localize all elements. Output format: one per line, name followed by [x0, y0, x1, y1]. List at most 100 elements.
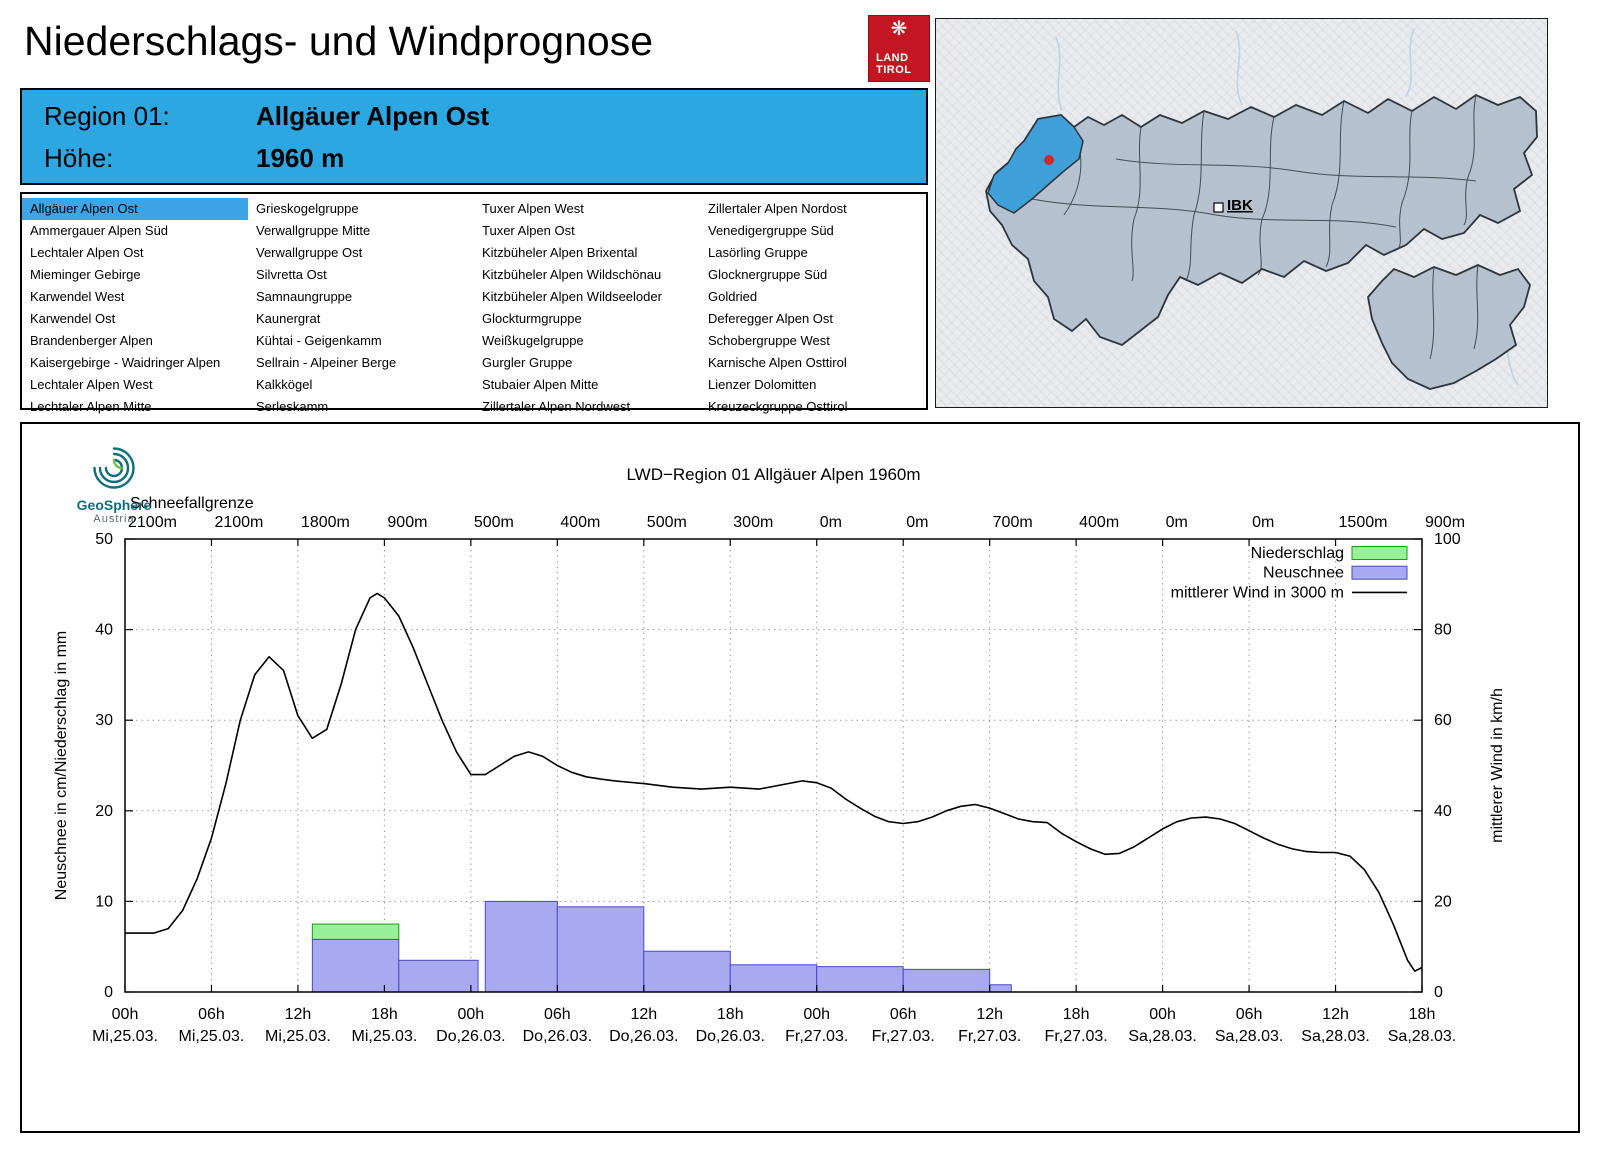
- region-header: Region 01: Allgäuer Alpen Ost Höhe: 1960 m: [20, 88, 928, 185]
- svg-text:50: 50: [95, 531, 113, 548]
- region-list-column: Tuxer Alpen West Tuxer Alpen Ost Kitzbühel…: [474, 198, 700, 414]
- svg-text:06h: 06h: [544, 1006, 571, 1023]
- wind-line: [125, 592, 1423, 973]
- svg-text:Mi,25.03.: Mi,25.03.: [92, 1028, 158, 1045]
- region-list-item[interactable]: Kalkkögel: [256, 377, 313, 392]
- neuschnee-bar: [729, 964, 818, 993]
- east-tirol-shape[interactable]: [1367, 264, 1531, 390]
- region-list-item[interactable]: Lechtaler Alpen West: [30, 377, 153, 392]
- region-list-item[interactable]: Kühtai - Geigenkamm: [256, 333, 382, 348]
- svg-text:1500m: 1500m: [1339, 514, 1388, 531]
- svg-text:18h: 18h: [1409, 1006, 1436, 1023]
- svg-text:Mi,25.03.: Mi,25.03.: [351, 1028, 417, 1045]
- y-axis-label-left: Neuschnee in cm/Niederschlag in mm: [53, 631, 70, 900]
- axis-tick-labels: 0 10 20 30 40 50 0 20 40 60 80 100 00h Mi,25.03. 06h Mi…: [92, 531, 1461, 1045]
- region-list-item[interactable]: Weißkugelgruppe: [482, 333, 584, 348]
- svg-text:Do,26.03.: Do,26.03.: [523, 1028, 592, 1045]
- plot-border: [124, 538, 1423, 993]
- region-list-item[interactable]: Mieminger Gebirge: [30, 267, 141, 282]
- region-list-item[interactable]: Gurgler Gruppe: [482, 355, 573, 370]
- tirol-map[interactable]: IBK: [935, 18, 1548, 408]
- region-list-item[interactable]: Tuxer Alpen Ost: [482, 223, 575, 238]
- geosphere-logo: GeoSphere Austria: [54, 446, 174, 525]
- region-list-item[interactable]: Stubaier Alpen Mitte: [482, 377, 599, 392]
- tick-marks: [124, 538, 1423, 993]
- chart-title: LWD−Region 01 Allgäuer Alpen 1960m: [626, 465, 920, 484]
- svg-text:10: 10: [95, 893, 113, 910]
- region-list-item[interactable]: Kitzbüheler Alpen Wildschönau: [482, 267, 662, 282]
- snowline-values: 2100m 2100m 1800m 900m 500m 400m 500m 300m 0m 0m 7…: [128, 514, 1465, 531]
- region-list-item[interactable]: Verwallgruppe Mitte: [256, 223, 371, 238]
- svg-text:Sa,28.03.: Sa,28.03.: [1301, 1028, 1370, 1045]
- svg-text:00h: 00h: [112, 1006, 139, 1023]
- region-list-item[interactable]: Silvretta Ost: [256, 267, 327, 282]
- tirol-eagle-icon: ❋: [890, 18, 908, 40]
- region-list-item[interactable]: Karnische Alpen Osttirol: [708, 355, 847, 370]
- region-list-item[interactable]: Glocknergruppe Süd: [708, 267, 828, 282]
- region-list-item[interactable]: Grieskogelgruppe: [256, 201, 359, 216]
- land-tirol-logo-line2: TIROL: [876, 64, 912, 76]
- svg-text:40: 40: [1434, 803, 1452, 820]
- land-tirol-logo-text: LAND TIROL: [876, 52, 912, 76]
- region-list-item[interactable]: Glockturmgruppe: [482, 311, 582, 326]
- region-list-item[interactable]: Deferegger Alpen Ost: [708, 311, 834, 326]
- svg-text:12h: 12h: [976, 1006, 1003, 1023]
- svg-text:00h: 00h: [1149, 1006, 1176, 1023]
- region-list-item[interactable]: Schobergruppe West: [708, 333, 830, 348]
- region-list-item-selected[interactable]: Allgäuer Alpen Ost: [22, 198, 248, 220]
- district-borders: [1031, 94, 1479, 360]
- region-list-column: Allgäuer Alpen Ost Ammergauer Alpen Süd Le…: [22, 198, 248, 414]
- y-axis-label-right: mittlerer Wind in km/h: [1489, 688, 1506, 843]
- svg-text:1800m: 1800m: [301, 514, 350, 531]
- svg-text:0m: 0m: [906, 514, 928, 531]
- region-list-item[interactable]: Lechtaler Alpen Mitte: [30, 399, 152, 414]
- geosphere-country: Austria: [93, 513, 135, 525]
- region-list-item[interactable]: Ammergauer Alpen Süd: [30, 223, 169, 238]
- svg-text:40: 40: [95, 622, 113, 639]
- region-list-item[interactable]: Zillertaler Alpen Nordost: [708, 201, 847, 216]
- svg-text:0m: 0m: [820, 514, 842, 531]
- region-list-item[interactable]: Lasörling Gruppe: [708, 245, 808, 260]
- region-list-item[interactable]: Goldried: [708, 289, 758, 304]
- svg-text:Mi,25.03.: Mi,25.03.: [179, 1028, 245, 1045]
- svg-text:Fr,27.03.: Fr,27.03.: [872, 1028, 935, 1045]
- region-list-item[interactable]: Serleskamm: [256, 399, 329, 414]
- altitude-value: 1960 m: [256, 143, 345, 173]
- svg-text:Sa,28.03.: Sa,28.03.: [1128, 1028, 1197, 1045]
- region-list-item[interactable]: Brandenberger Alpen: [30, 333, 153, 348]
- neuschnee-bar: [311, 938, 400, 993]
- svg-text:100: 100: [1434, 531, 1461, 548]
- svg-text:18h: 18h: [1063, 1006, 1090, 1023]
- neuschnee-bar: [556, 906, 645, 993]
- region-list-item[interactable]: Tuxer Alpen West: [482, 201, 584, 216]
- svg-text:00h: 00h: [803, 1006, 830, 1023]
- region-value: Allgäuer Alpen Ost: [256, 101, 490, 131]
- svg-text:Fr,27.03.: Fr,27.03.: [1045, 1028, 1108, 1045]
- region-list-item[interactable]: Verwallgruppe Ost: [256, 245, 363, 260]
- selected-region-shape[interactable]: [987, 114, 1084, 214]
- region-list-item[interactable]: Karwendel Ost: [30, 311, 116, 326]
- region-list-item[interactable]: Kitzbüheler Alpen Wildseeloder: [482, 289, 662, 304]
- legend: Niederschlag Neuschnee mittlerer Wind in 3…: [1171, 545, 1408, 601]
- region-list-item[interactable]: Kreuzeckgruppe Osttirol: [708, 399, 848, 414]
- svg-text:2100m: 2100m: [128, 514, 177, 531]
- region-list-item[interactable]: Kitzbüheler Alpen Brixental: [482, 245, 638, 260]
- region-list-item[interactable]: Zillertaler Alpen Nordwest: [482, 399, 631, 414]
- svg-text:00h: 00h: [458, 1006, 485, 1023]
- region-list-item[interactable]: Kaunergrat: [256, 311, 321, 326]
- region-list-item[interactable]: Lechtaler Alpen Ost: [30, 245, 144, 260]
- svg-text:Fr,27.03.: Fr,27.03.: [785, 1028, 848, 1045]
- svg-text:18h: 18h: [717, 1006, 744, 1023]
- region-list-item[interactable]: Karwendel West: [30, 289, 125, 304]
- tirol-map-svg: IBK: [985, 28, 1538, 390]
- region-list-item[interactable]: Samnaungruppe: [256, 289, 353, 304]
- region-list-item[interactable]: Kaisergebirge - Waidringer Alpen: [30, 355, 221, 370]
- legend-swatch: [1351, 546, 1408, 560]
- region-list-column: Zillertaler Alpen Nordost Venedigergruppe…: [700, 198, 926, 414]
- map-label-ibk: IBK: [1227, 197, 1253, 214]
- region-list-item[interactable]: Sellrain - Alpeiner Berge: [256, 355, 397, 370]
- region-list-item[interactable]: Lienzer Dolomitten: [708, 377, 817, 392]
- svg-text:12h: 12h: [630, 1006, 657, 1023]
- region-list-item[interactable]: Venedigergruppe Süd: [708, 223, 834, 238]
